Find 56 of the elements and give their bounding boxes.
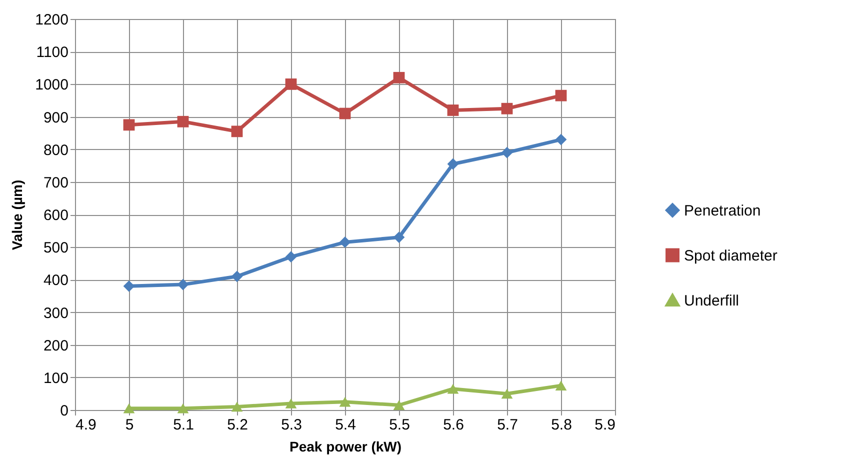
point <box>447 158 459 170</box>
x-tick-label: 5.8 <box>551 416 572 434</box>
y-tick-label: 100 <box>43 370 68 387</box>
y-axis-title: Value (µm) <box>9 180 26 250</box>
point <box>285 251 297 263</box>
point <box>447 384 459 394</box>
point <box>177 278 189 290</box>
x-tick-label: 5.5 <box>389 416 410 434</box>
y-tick-label: 400 <box>43 272 68 290</box>
point <box>123 280 135 292</box>
point <box>501 102 513 114</box>
point <box>393 400 405 410</box>
point <box>339 396 351 407</box>
point <box>285 398 297 408</box>
point <box>177 116 189 128</box>
point <box>555 380 567 390</box>
x-tick-label: 5 <box>125 416 134 434</box>
x-tick-label: 5.1 <box>173 416 194 434</box>
point <box>339 108 351 120</box>
x-tick-label: 5.9 <box>594 416 616 434</box>
point <box>393 72 405 84</box>
y-tick-label: 0 <box>60 402 68 420</box>
x-tick-label: 5.2 <box>227 416 248 434</box>
y-tick-label: 500 <box>43 240 68 257</box>
legend-label: Spot diameter <box>684 247 778 264</box>
point <box>339 236 351 248</box>
x-axis-title: Peak power (kW) <box>289 438 402 454</box>
point <box>447 104 459 116</box>
point <box>555 134 567 146</box>
x-tick-label: 5.4 <box>335 416 356 434</box>
point <box>285 78 297 90</box>
point <box>501 146 513 158</box>
point <box>177 403 189 414</box>
y-tick-label: 1200 <box>35 12 68 28</box>
y-tick-label: 200 <box>43 337 68 354</box>
x-tick-label: 5.6 <box>443 416 464 434</box>
y-tick-label: 1000 <box>35 76 68 94</box>
point <box>231 270 243 282</box>
x-tick-label: 5.7 <box>497 416 518 434</box>
y-tick-label: 700 <box>43 174 68 192</box>
y-tick-label: 600 <box>43 207 68 224</box>
x-tick-label: 4.9 <box>76 416 96 434</box>
point <box>231 126 243 138</box>
legend-label: Penetration <box>684 202 761 220</box>
legend-label: Underfill <box>684 292 740 310</box>
point <box>231 402 243 412</box>
y-tick-label: 800 <box>43 142 68 159</box>
point <box>123 403 135 414</box>
x-tick-label: 5.3 <box>281 416 302 434</box>
point <box>123 119 135 131</box>
y-tick-label: 1100 <box>36 44 68 62</box>
point <box>555 90 567 102</box>
point <box>501 388 513 399</box>
point <box>393 232 405 244</box>
y-tick-label: 300 <box>43 304 68 322</box>
y-tick-label: 900 <box>43 109 68 126</box>
